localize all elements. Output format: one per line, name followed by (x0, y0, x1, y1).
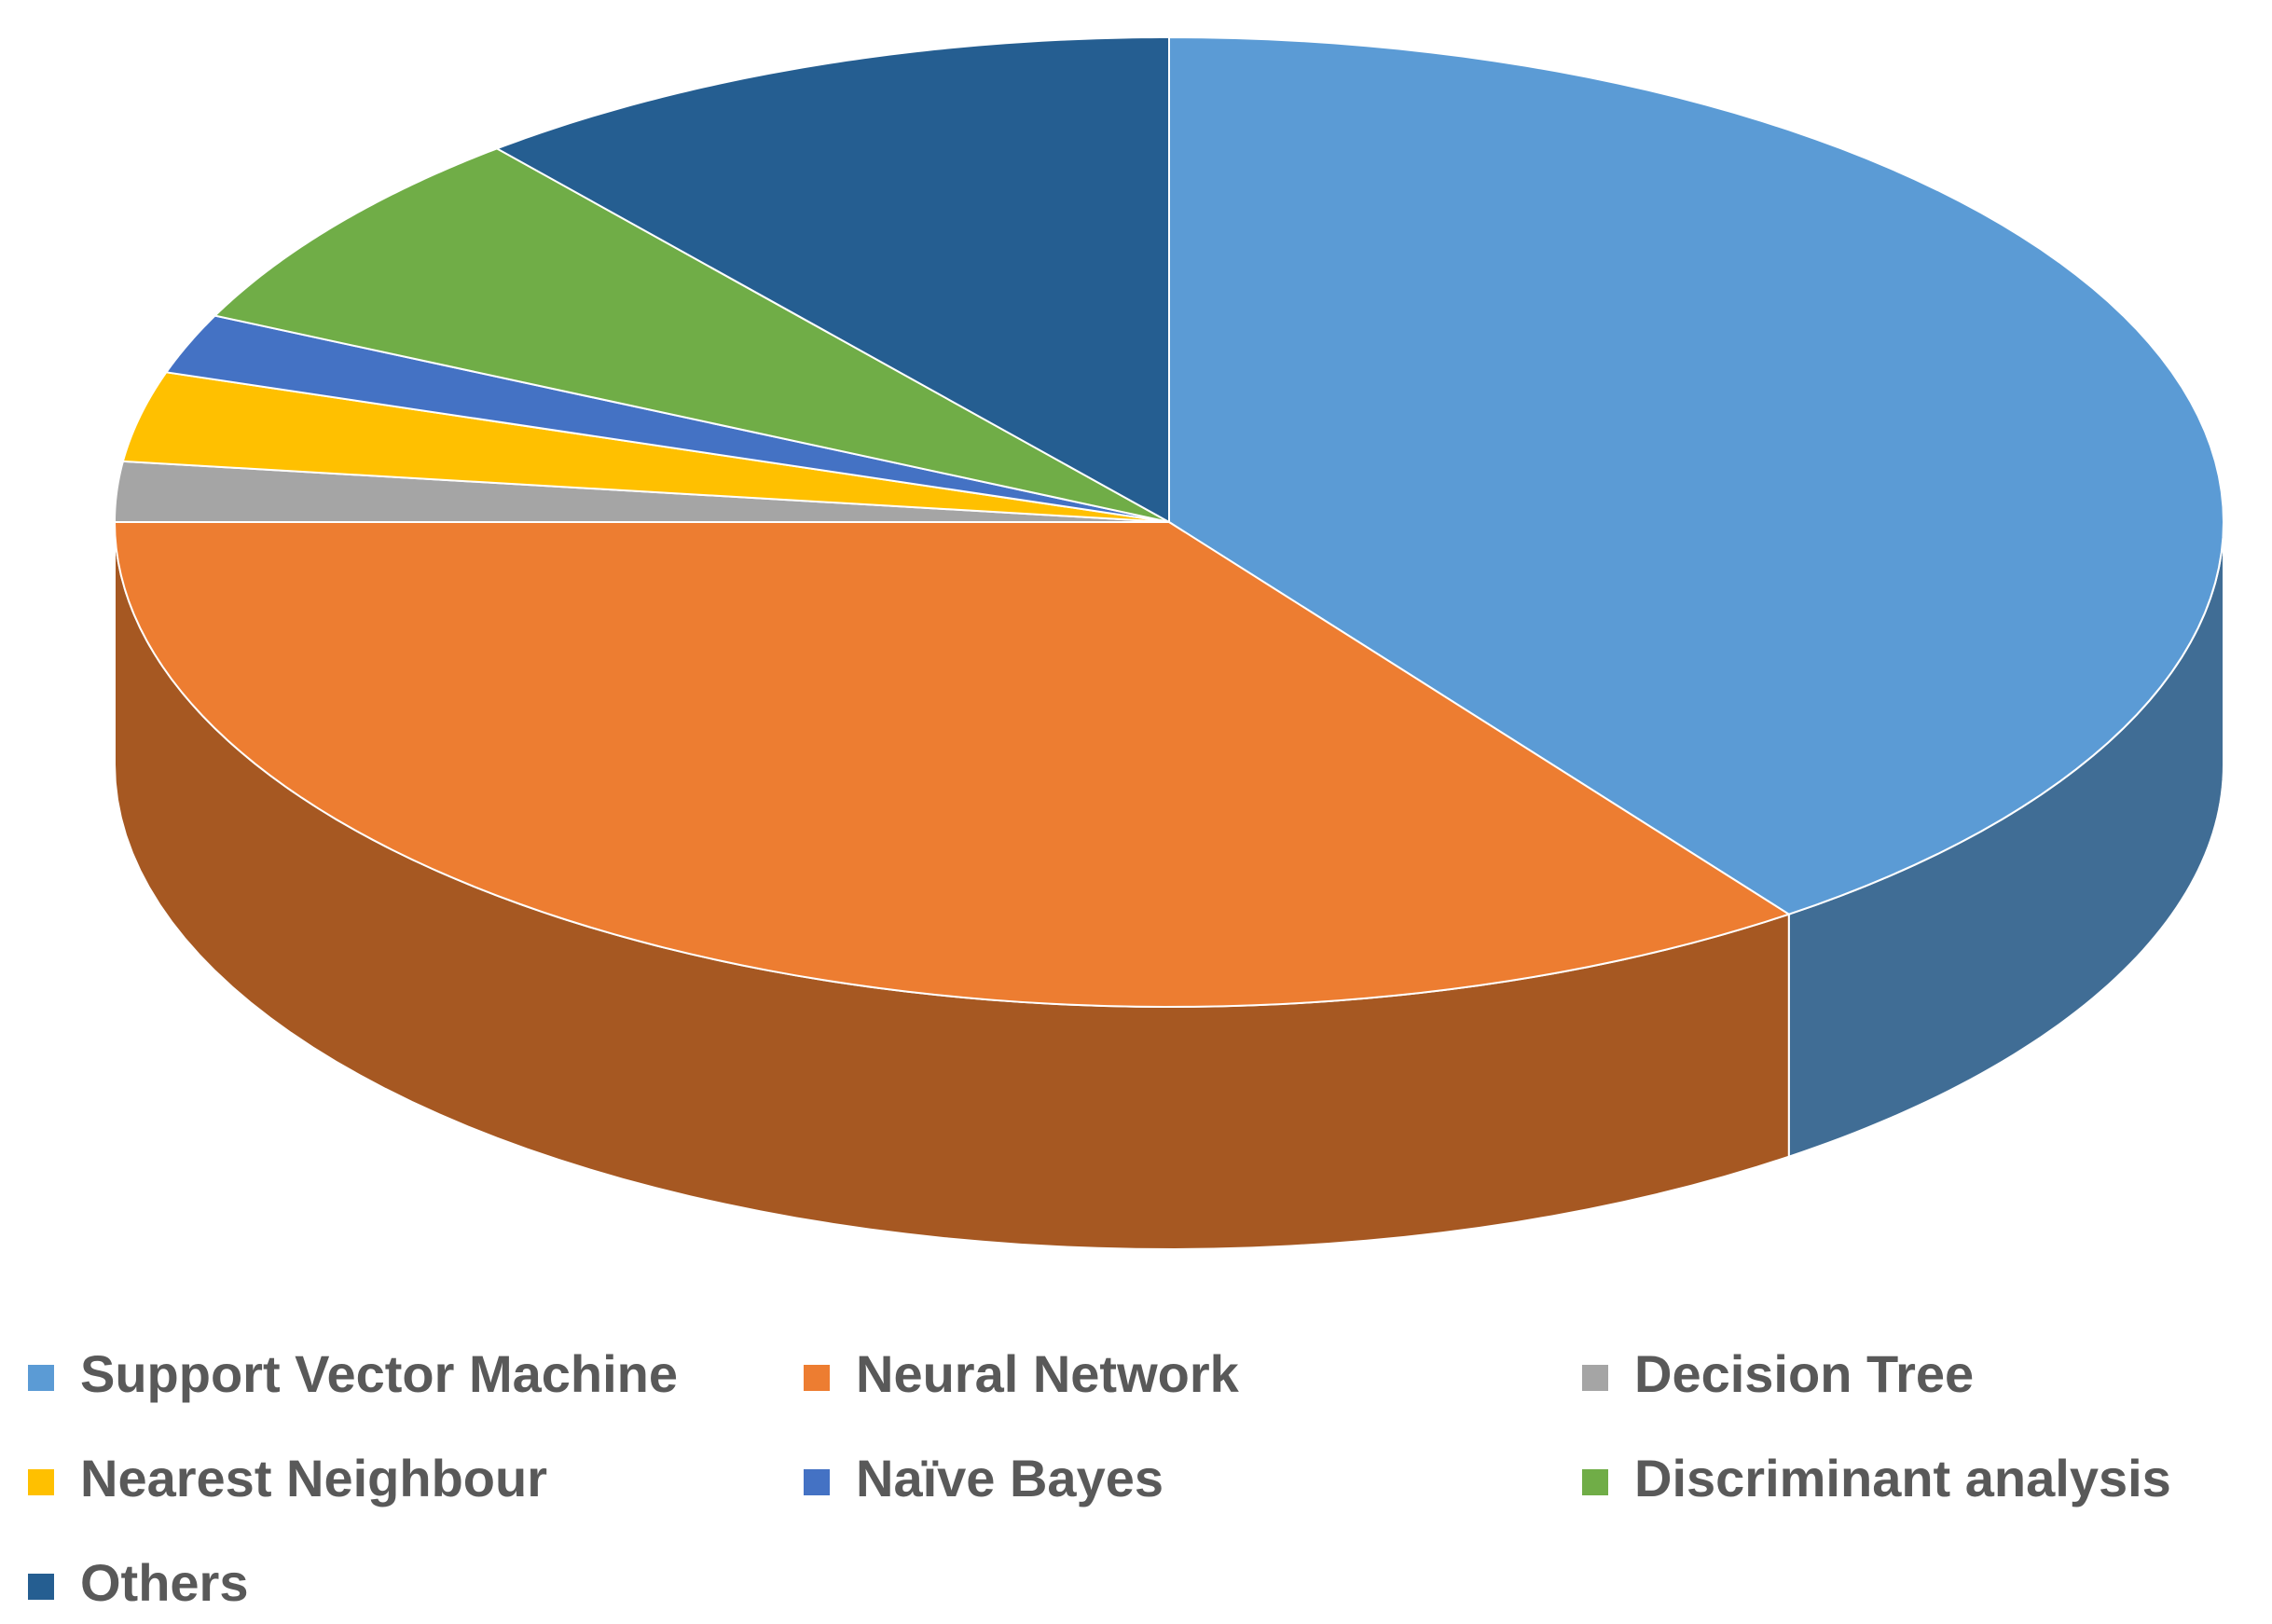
pie-slice (213, 147, 1170, 523)
legend-item: Neural Network (804, 1344, 1240, 1403)
legend-swatch (804, 1365, 830, 1391)
legend-swatch (804, 1469, 830, 1495)
legend-label: Support Vector Machine (80, 1344, 678, 1403)
legend-item: Support Vector Machine (28, 1344, 678, 1403)
legend-swatch (28, 1469, 54, 1495)
legend-label: Decision Tree (1634, 1344, 1974, 1403)
legend-item: Others (28, 1553, 249, 1612)
pie-slice (121, 371, 1170, 523)
pie-slice (113, 521, 1792, 1009)
legend-swatch (28, 1365, 54, 1391)
pie-slice (1168, 35, 2225, 915)
legend-swatch (1582, 1365, 1608, 1391)
legend-item: Decision Tree (1582, 1344, 1974, 1403)
legend-label: Naïve Bayes (856, 1449, 1164, 1507)
legend-label: Discriminant analysis (1634, 1449, 2171, 1507)
pie-slice (494, 35, 1170, 524)
legend-item: Discriminant analysis (1582, 1449, 2171, 1507)
legend-item: Naïve Bayes (804, 1449, 1164, 1507)
legend-item: Nearest Neighbour (28, 1449, 547, 1507)
legend-swatch (1582, 1469, 1608, 1495)
legend-label: Neural Network (856, 1344, 1240, 1403)
pie-slice (164, 314, 1170, 523)
legend-swatch (28, 1574, 54, 1600)
legend-label: Nearest Neighbour (80, 1449, 547, 1507)
legend-label: Others (80, 1553, 249, 1612)
